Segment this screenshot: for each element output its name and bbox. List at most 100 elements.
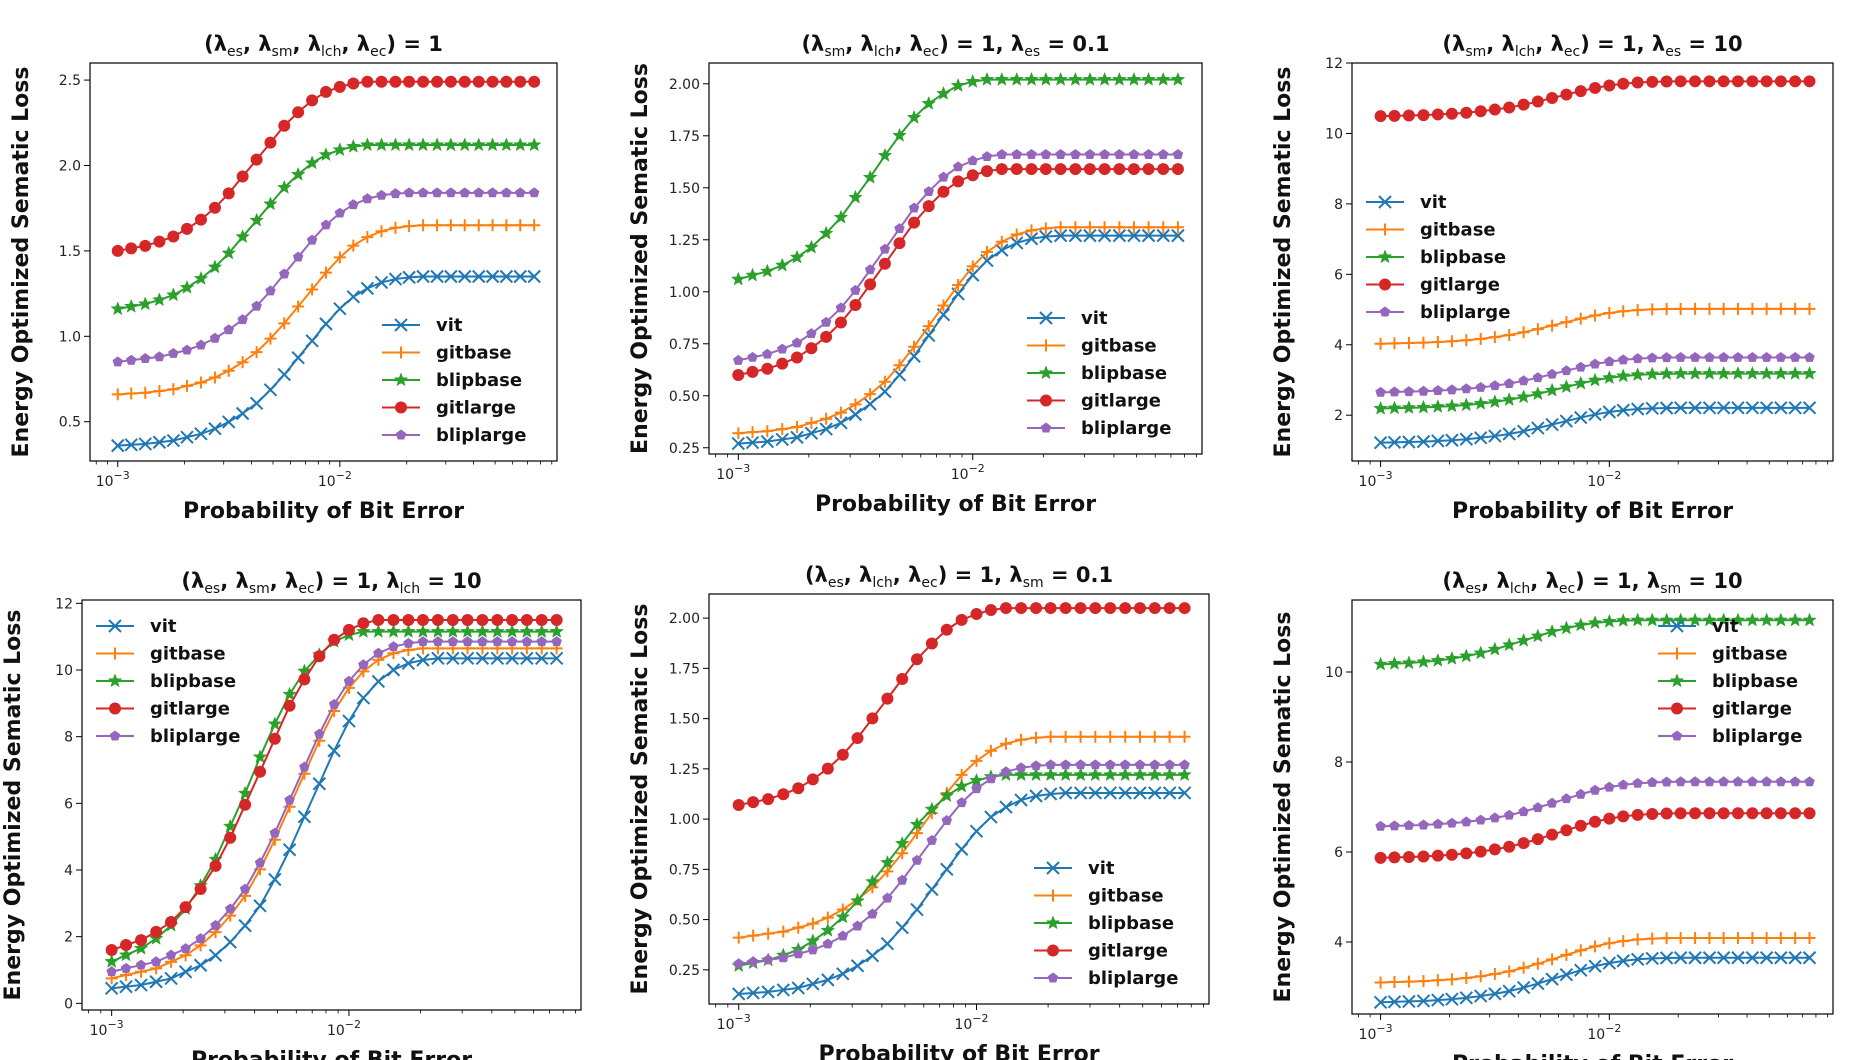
data-point-vit xyxy=(238,918,252,933)
x-tick-label: 10−3 xyxy=(1359,1022,1393,1043)
data-point-gitbase xyxy=(922,320,935,333)
data-point-blipbase xyxy=(386,623,401,638)
x-tick-label: 10−3 xyxy=(717,1012,751,1033)
data-point-bliplarge xyxy=(1675,351,1686,362)
y-axis-label: Energy Optimized Sematic Loss xyxy=(628,63,653,454)
legend: vit gitbase blipbase gitlarge bliplarge xyxy=(1658,616,1802,747)
data-point-vit xyxy=(745,435,760,450)
data-point-gitbase xyxy=(1054,221,1067,234)
y-tick-label: 1.50 xyxy=(669,181,700,197)
data-point-gitbase xyxy=(1157,221,1170,234)
data-point-gitlarge xyxy=(347,77,360,90)
data-point-bliplarge xyxy=(1647,352,1658,363)
legend-label-gitbase: gitbase xyxy=(1088,886,1164,907)
data-point-gitlarge xyxy=(896,672,909,685)
data-point-vit xyxy=(1416,434,1431,449)
data-point-gitbase xyxy=(762,927,775,940)
x-tick-label: 10−2 xyxy=(1587,469,1621,490)
data-point-bliplarge xyxy=(135,959,147,970)
data-point-gitlarge xyxy=(278,119,291,132)
data-point-gitbase xyxy=(1431,335,1444,348)
data-point-gitlarge xyxy=(849,298,862,311)
data-point-bliplarge xyxy=(1604,356,1615,367)
data-point-blipbase xyxy=(460,623,475,638)
data-point-bliplarge xyxy=(1561,365,1572,376)
data-point-gitbase xyxy=(458,219,471,232)
data-point-vit xyxy=(360,281,375,296)
legend-label-gitbase: gitbase xyxy=(1081,336,1157,357)
y-tick-label: 8 xyxy=(64,730,73,746)
data-point-gitbase xyxy=(1774,302,1787,315)
data-point-blipbase xyxy=(356,623,371,638)
data-point-gitbase xyxy=(1089,730,1102,743)
data-point-bliplarge xyxy=(445,187,457,198)
data-point-vit xyxy=(1088,786,1103,800)
data-point-gitbase xyxy=(1589,309,1602,322)
data-point-gitbase xyxy=(1025,224,1038,237)
data-point-vit xyxy=(327,744,341,758)
data-point-blipbase xyxy=(1559,379,1574,394)
data-point-blipbase xyxy=(519,623,535,638)
data-point-vit xyxy=(1745,951,1760,965)
data-point-gitbase xyxy=(896,847,909,860)
data-point-bliplarge xyxy=(106,966,117,977)
data-point-gitlarge xyxy=(1631,76,1644,89)
data-point-gitlarge xyxy=(1689,807,1702,820)
data-point-blipbase xyxy=(148,930,164,945)
data-point-gitlarge xyxy=(1388,109,1401,122)
data-point-vit xyxy=(1545,972,1559,986)
data-point-vit xyxy=(848,407,863,422)
data-point-vit xyxy=(1774,951,1788,965)
data-point-vit xyxy=(1630,402,1645,416)
data-point-bliplarge xyxy=(894,223,905,234)
data-point-gitlarge xyxy=(1083,163,1096,176)
x-tick-label: 10−3 xyxy=(90,1018,124,1039)
data-point-blipbase xyxy=(318,147,334,162)
data-point-vit xyxy=(499,269,514,284)
data-point-blipbase xyxy=(179,279,195,294)
data-point-vit xyxy=(166,433,181,448)
legend-label-gitbase: gitbase xyxy=(1420,220,1496,241)
data-point-blipbase xyxy=(994,71,1010,86)
data-point-gitbase xyxy=(361,231,374,244)
data-point-vit xyxy=(791,981,805,995)
data-point-gitbase xyxy=(747,929,760,942)
data-point-blipbase xyxy=(1759,612,1774,627)
plot-frame xyxy=(708,593,1210,1005)
data-point-bliplarge xyxy=(1418,819,1429,830)
data-point-gitbase xyxy=(805,416,818,429)
y-tick-label: 2.5 xyxy=(59,73,81,89)
data-point-bliplarge xyxy=(225,903,236,914)
data-point-blipbase xyxy=(1787,612,1803,627)
legend-label-vit: vit xyxy=(150,616,177,637)
data-point-gitbase xyxy=(995,235,1008,248)
y-tick-label: 4 xyxy=(64,863,73,879)
series-vit xyxy=(1373,401,1817,450)
data-point-gitbase xyxy=(1617,935,1630,948)
data-point-gitbase xyxy=(389,221,402,234)
data-point-bliplarge xyxy=(306,234,318,245)
data-point-gitlarge xyxy=(836,748,849,761)
legend-label-bliplarge: bliplarge xyxy=(1081,418,1171,439)
data-point-bliplarge xyxy=(941,815,953,825)
data-point-gitbase xyxy=(1069,221,1082,234)
data-point-vit xyxy=(746,986,760,1000)
data-point-vit xyxy=(1024,232,1039,246)
data-point-vit xyxy=(431,651,445,666)
data-point-vit xyxy=(1416,994,1431,1008)
data-point-bliplarge xyxy=(237,314,248,325)
data-point-blipbase xyxy=(1730,612,1746,627)
data-point-bliplarge xyxy=(1389,386,1400,397)
data-point-blipbase xyxy=(850,893,865,908)
data-point-gitlarge xyxy=(209,859,222,872)
data-point-gitbase xyxy=(792,921,805,934)
data-point-gitbase xyxy=(1488,968,1501,981)
data-point-gitbase xyxy=(1731,931,1744,944)
data-point-bliplarge xyxy=(1461,383,1472,394)
data-point-vit xyxy=(1029,789,1043,803)
data-point-bliplarge xyxy=(292,251,304,262)
data-point-gitbase xyxy=(1674,302,1687,315)
data-point-blipbase xyxy=(1787,365,1803,380)
data-point-bliplarge xyxy=(506,636,518,647)
data-point-bliplarge xyxy=(447,636,459,647)
